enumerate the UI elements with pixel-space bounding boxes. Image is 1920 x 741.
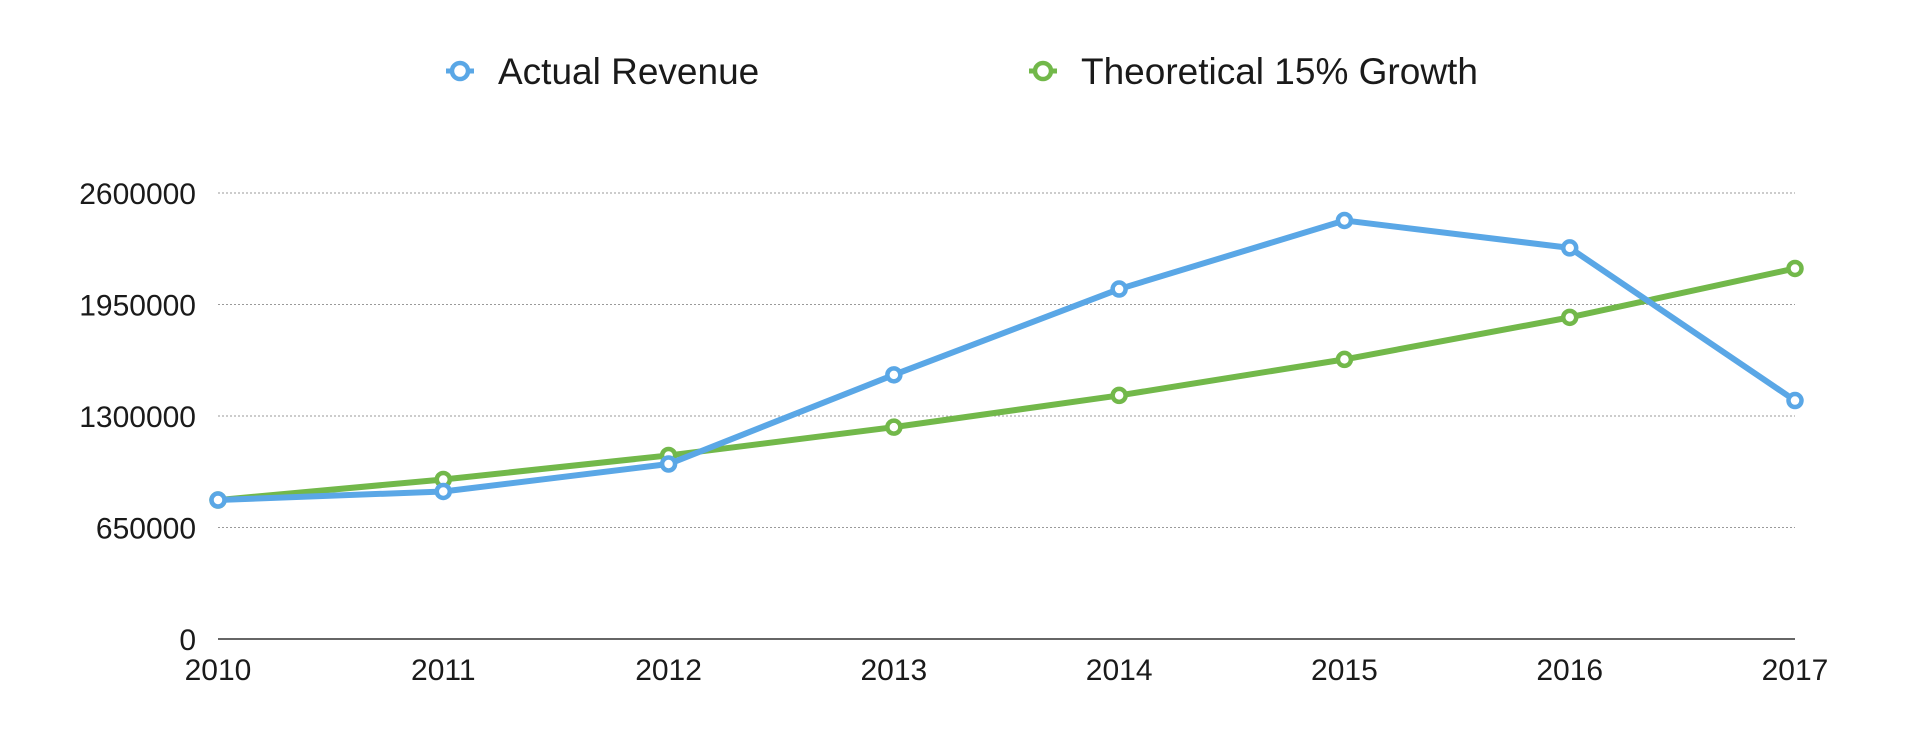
y-tick-label: 2600000 <box>79 178 196 211</box>
data-point-actual-revenue-2011 <box>434 482 453 501</box>
x-tick-label: 2013 <box>860 654 927 687</box>
legend-marker-icon <box>1032 60 1054 82</box>
data-point-theoretical-15-growth-2016 <box>1560 308 1579 327</box>
y-tick-label: 1950000 <box>79 290 196 323</box>
legend-label: Theoretical 15% Growth <box>1081 51 1478 92</box>
data-point-theoretical-15-growth-2014 <box>1110 386 1128 405</box>
data-point-actual-revenue-2013 <box>885 366 903 384</box>
legend-item-theoretical-15-growth: Theoretical 15% Growth <box>1029 51 1478 92</box>
data-point-actual-revenue-2017 <box>1786 391 1804 410</box>
x-tick-label: 2011 <box>411 654 476 687</box>
x-tick-label: 2017 <box>1762 654 1829 687</box>
x-tick-label: 2010 <box>185 654 252 687</box>
series-line-actual-revenue <box>215 217 1798 504</box>
series-line-theoretical-15-growth <box>215 265 1798 504</box>
legend-label: Actual Revenue <box>498 51 759 92</box>
x-tick-label: 2012 <box>635 654 702 687</box>
y-tick-label: 0 <box>179 624 196 657</box>
x-tick-label: 2015 <box>1311 654 1378 687</box>
legend-marker-icon <box>449 60 471 82</box>
data-point-actual-revenue-2010 <box>209 491 227 509</box>
y-tick-label: 1300000 <box>79 401 196 434</box>
data-point-actual-revenue-2012 <box>659 455 678 473</box>
data-point-actual-revenue-2014 <box>1110 280 1128 298</box>
data-point-actual-revenue-2016 <box>1560 239 1579 257</box>
chart-gridlines <box>218 192 1795 528</box>
series-actual-revenue <box>209 211 1804 509</box>
series-layer <box>209 211 1804 509</box>
x-tick-label: 2016 <box>1536 654 1603 687</box>
data-point-theoretical-15-growth-2015 <box>1335 350 1354 369</box>
data-point-theoretical-15-growth-2017 <box>1786 259 1804 278</box>
y-axis: 0 650000 1300000 1950000 2600000 <box>79 178 196 657</box>
series-theoretical-15-growth <box>209 259 1804 509</box>
data-point-actual-revenue-2015 <box>1335 211 1354 230</box>
data-point-theoretical-15-growth-2013 <box>885 418 903 436</box>
chart-legend: Actual Revenue Theoretical 15% Growth <box>446 51 1478 92</box>
legend-item-actual-revenue: Actual Revenue <box>446 51 759 92</box>
x-tick-label: 2014 <box>1086 654 1153 687</box>
x-axis: 2010 2011 2012 2013 2014 2015 2016 2017 <box>185 638 1829 687</box>
y-tick-label: 650000 <box>96 513 196 546</box>
